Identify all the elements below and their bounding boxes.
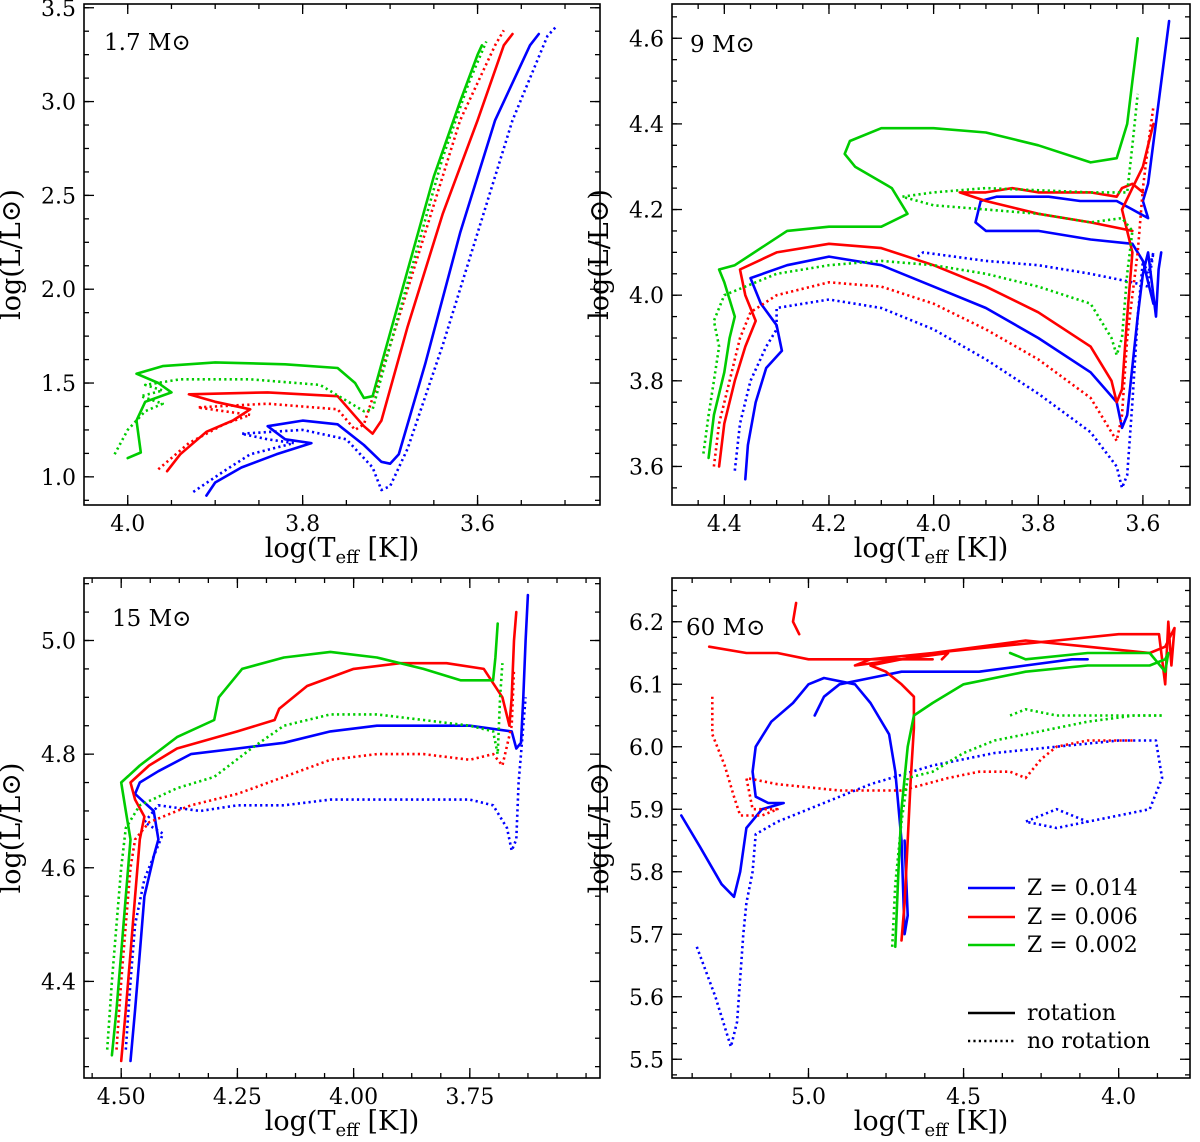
series-group — [105, 593, 530, 1063]
plot-frame — [671, 3, 1191, 506]
track-z-0-002-no-rotation-cool-branch — [1009, 708, 1163, 717]
legend-label-z006: Z = 0.006 — [1027, 905, 1138, 930]
track-z-0-006-no-rotation — [115, 668, 516, 1050]
panel-label-15: 15 M⊙ — [112, 606, 191, 632]
y-tick-label: 3.8 — [629, 370, 664, 395]
x-tick-label: 3.8 — [1021, 512, 1056, 537]
y-tick-label: 4.8 — [41, 743, 76, 768]
track-z-0-014-no-rotation — [192, 25, 558, 493]
track-z-0-002-no-rotation — [890, 714, 1163, 947]
track-z-0-006-rotation-blue-loop — [958, 182, 1145, 233]
y-tick-label: 2.0 — [41, 278, 76, 303]
series-group — [680, 601, 1176, 1049]
panel-1-7-msun: 4.0 3.8 3.6 1.0 1.5 2.0 2.5 3.0 3.5 log(Teff [K])… — [0, 0, 601, 568]
track-z-0-006-rotation — [165, 32, 514, 473]
track-z-0-006-rotation-stub — [791, 601, 801, 636]
y-tick-label: 2.5 — [41, 184, 76, 209]
y-tick-label: 3.6 — [629, 455, 664, 480]
track-z-0-014-no-rotation — [695, 739, 1164, 1049]
y-tick-label: 4.6 — [629, 27, 664, 52]
track-z-0-006-rotation — [119, 610, 518, 1063]
x-tick-label: 4.50 — [97, 1085, 146, 1110]
legend-label-z002: Z = 0.002 — [1027, 933, 1138, 958]
y-tick-label: 4.6 — [41, 857, 76, 882]
track-z-0-014-no-rotation — [733, 251, 1155, 490]
y-tick-label: 5.6 — [629, 986, 664, 1011]
legend-label-no-rotation: no rotation — [1027, 1029, 1150, 1054]
track-z-0-014-rotation-cool-branch — [813, 658, 1089, 717]
track-z-0-002-no-rotation — [105, 663, 504, 1050]
track-z-0-006-no-rotation — [711, 696, 1135, 817]
legend: Z = 0.014 Z = 0.006 Z = 0.002 rotation n… — [968, 876, 1150, 1054]
y-tick-label: 1.0 — [41, 466, 76, 491]
x-tick-label: 4.25 — [213, 1085, 262, 1110]
y-tick-label: 5.5 — [629, 1048, 664, 1073]
y-tick-label: 5.8 — [629, 861, 664, 886]
legend-label-z014: Z = 0.014 — [1027, 876, 1138, 901]
plot-frame — [671, 577, 1191, 1079]
track-z-0-002-no-rotation — [113, 40, 488, 455]
track-z-0-002-rotation — [894, 651, 1170, 949]
x-tick-label: 3.8 — [285, 512, 320, 537]
x-axis-label: log(Teff [K]) — [854, 533, 1009, 568]
track-z-0-014-rotation — [205, 32, 541, 497]
panel-label-1-7: 1.7 M⊙ — [104, 30, 191, 56]
y-tick-label: 5.9 — [629, 798, 664, 823]
y-tick-label: 6.1 — [629, 673, 664, 698]
track-z-0-002-rotation — [126, 44, 484, 460]
x-tick-label: 3.6 — [1125, 512, 1160, 537]
x-tick-label: 5.0 — [791, 1085, 826, 1110]
y-axis-label: log(L/L⊙) — [584, 763, 615, 894]
y-tick-label: 3.5 — [41, 0, 76, 22]
track-z-0-006-rotation — [717, 122, 1155, 468]
x-tick-label: 3.6 — [460, 512, 495, 537]
y-axis-label: log(L/L⊙) — [0, 189, 27, 320]
track-z-0-014-rotation — [744, 251, 1163, 481]
panel-label-9: 9 M⊙ — [690, 32, 755, 58]
track-z-0-014-no-rotation — [124, 697, 527, 1050]
y-tick-label: 4.4 — [629, 113, 664, 138]
y-tick-label: 1.5 — [41, 372, 76, 397]
x-tick-label: 4.0 — [1101, 1085, 1136, 1110]
y-tick-label: 5.0 — [41, 630, 76, 655]
x-tick-label: 4.00 — [329, 1085, 378, 1110]
track-z-0-014-rotation — [129, 593, 530, 1063]
y-tick-label: 3.0 — [41, 91, 76, 116]
plot-frame — [83, 3, 601, 506]
track-z-0-006-rotation-cool-start — [707, 645, 934, 661]
x-tick-label: 4.0 — [110, 512, 145, 537]
x-tick-label: 4.5 — [946, 1085, 981, 1110]
panel-label-60: 60 M⊙ — [686, 615, 765, 641]
series-group — [702, 19, 1171, 490]
track-z-0-014-rotation — [680, 676, 909, 936]
x-tick-label: 3.75 — [445, 1085, 494, 1110]
track-z-0-002-rotation — [110, 622, 499, 1057]
track-z-0-014-rotation-blue-loop — [974, 19, 1171, 305]
panel-9-msun: 4.4 4.2 4.0 3.8 3.6 3.6 3.8 4.0 4.2 4.4 4.6 log(Tef… — [584, 3, 1191, 568]
track-z-0-006-no-rotation — [157, 29, 505, 471]
panel-60-msun: 5.0 4.5 4.0 5.5 5.6 5.7 5.8 5.9 6.0 6.1 6.2 log(Tef… — [584, 577, 1191, 1141]
x-tick-label: 4.0 — [916, 512, 951, 537]
track-z-0-006-no-rotation — [712, 106, 1155, 467]
y-tick-label: 6.0 — [629, 736, 664, 761]
x-tick-label: 4.2 — [811, 512, 846, 537]
y-axis-label: log(L/L⊙) — [584, 189, 615, 320]
y-tick-label: 4.0 — [629, 284, 664, 309]
y-tick-label: 4.2 — [629, 199, 664, 224]
x-axis-label: log(Teff [K]) — [265, 1106, 420, 1141]
x-tick-label: 4.4 — [707, 512, 742, 537]
y-tick-label: 4.4 — [41, 970, 76, 995]
legend-label-rotation: rotation — [1027, 1001, 1116, 1026]
track-z-0-002-rotation — [707, 37, 1139, 460]
y-tick-label: 6.2 — [629, 611, 664, 636]
x-axis-label: log(Teff [K]) — [854, 1106, 1009, 1141]
panel-15-msun: 4.50 4.25 4.00 3.75 4.4 4.6 4.8 5.0 log(Teff [K]… — [0, 577, 601, 1141]
x-axis-label: log(Teff [K]) — [265, 533, 420, 568]
y-tick-label: 5.7 — [629, 923, 664, 948]
series-group — [113, 25, 558, 497]
y-axis-label: log(L/L⊙) — [0, 763, 27, 894]
track-z-0-002-no-rotation — [702, 93, 1139, 454]
plot-frame — [83, 577, 601, 1079]
